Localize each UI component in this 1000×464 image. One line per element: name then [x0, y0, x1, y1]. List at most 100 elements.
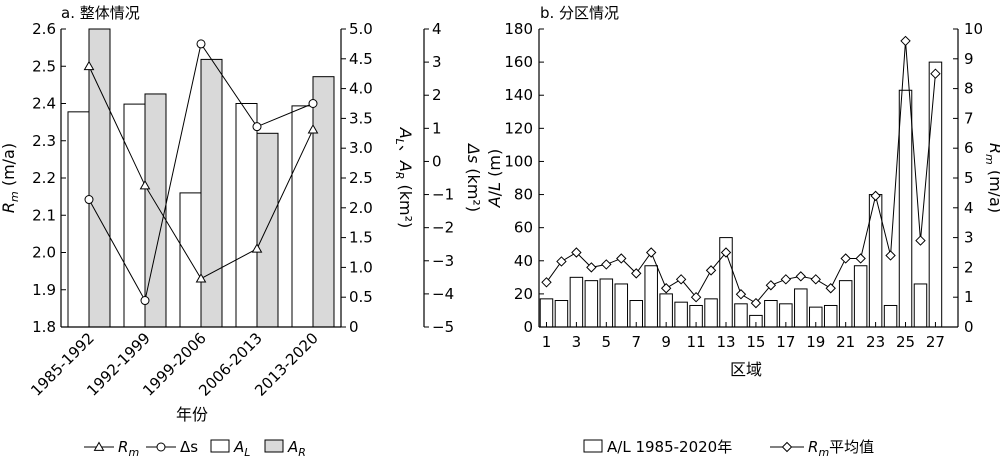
al-zone-bar	[764, 300, 778, 328]
zone-rm-tick-label: 10	[964, 20, 983, 38]
al-zone-bar	[554, 300, 569, 328]
zone-rm-point	[930, 68, 941, 79]
al-zone-bar	[599, 278, 614, 328]
rm-tick-label: 2.2	[32, 169, 56, 187]
al-zone-bar	[853, 265, 868, 328]
zone-legend: A/L 1985-2020年 Rm平均值	[583, 438, 874, 459]
overall-bars	[67, 28, 335, 328]
zone-rm-point	[840, 253, 851, 264]
area-tick-label: 3.0	[349, 139, 373, 157]
rm-tick-label: 1.9	[32, 281, 56, 299]
al-bar	[123, 103, 146, 328]
zone-rm-point	[616, 253, 627, 264]
legend-zone-rm-label: Rm平均值	[808, 438, 874, 459]
zone-tick-label: 11	[687, 333, 706, 351]
rm-point	[139, 179, 151, 190]
zone-rm-tick-label: 7	[964, 109, 974, 127]
ar-bar	[256, 132, 279, 328]
legend-ar-label: AR	[287, 438, 306, 459]
al-tick-label: 160	[504, 53, 533, 71]
rm-tick-label: 2.5	[32, 57, 56, 75]
ds-tick-label: −4	[432, 285, 454, 303]
zone-rm-point	[765, 280, 777, 291]
ds-tick-label: 4	[432, 20, 442, 38]
al-tick-label: 0	[523, 318, 533, 336]
zone-rm-point	[571, 247, 582, 258]
zone-rm-point	[900, 35, 911, 47]
al-zone-bar	[913, 283, 928, 328]
zone-bars	[539, 61, 943, 328]
ds-point	[196, 39, 206, 49]
zone-tick-label: 3	[572, 333, 582, 351]
zone-rm-point	[541, 277, 552, 288]
zone-rm-point	[855, 253, 866, 264]
area-tick-label: 3.5	[349, 109, 373, 127]
rm-tick-label: 2.0	[32, 244, 56, 262]
zone-rm-tick-label: 3	[964, 229, 974, 247]
area-tick-label: 5.0	[349, 20, 373, 38]
al-tick-label: 140	[504, 86, 533, 104]
zone-rm-point	[675, 274, 687, 285]
legend-al-box	[210, 439, 230, 453]
ds-tick-label: 0	[432, 152, 442, 170]
zone-rm-point	[795, 271, 807, 282]
overall-chart: a. 整体情况 1.8 1.9 2.0 2.1 2.2 2.3 2.4 2.5 2.6 0 0.5 1…	[0, 4, 483, 459]
ds-tick-label: −1	[432, 186, 454, 204]
al-tick-label: 40	[514, 252, 533, 270]
zone-rm-point	[690, 291, 702, 303]
zone-rm-point	[556, 256, 567, 267]
zone-tick-label: 27	[926, 333, 945, 351]
ds-point	[308, 99, 318, 108]
rm-point	[307, 124, 319, 134]
rm-tick-label: 1.8	[32, 318, 56, 336]
legend-ds-label: Δs	[180, 438, 198, 456]
al-tick-label: 80	[514, 186, 533, 204]
ds-tick-label: −2	[432, 219, 454, 237]
zone-tick-label: 13	[716, 333, 735, 351]
ar-bar	[312, 76, 335, 328]
area-tick-label: 1.5	[349, 229, 373, 247]
legend-ar-box	[264, 439, 284, 453]
rm-point	[195, 273, 207, 283]
zone-rm-point	[735, 289, 747, 300]
ds-tick-label: 1	[432, 119, 442, 137]
area-tick-label: 2.0	[349, 199, 373, 217]
al-zone-bar	[823, 304, 838, 328]
area-axis-label: AL、AR (km²)	[393, 127, 415, 229]
ds-point	[84, 195, 94, 205]
overall-chart-title: a. 整体情况	[61, 4, 140, 22]
ds-tick-label: 2	[432, 86, 442, 104]
al-tick-label: 20	[514, 285, 533, 303]
legend-ds-marker	[156, 442, 166, 452]
zone-tick-label: 5	[602, 333, 612, 351]
al-tick-label: 180	[504, 20, 533, 38]
al-zone-bar	[584, 280, 599, 328]
area-tick-label: 0	[349, 318, 359, 336]
zone-tick-label: 19	[806, 333, 825, 351]
rm-point	[251, 243, 263, 253]
zone-rm-tick-label: 9	[964, 50, 974, 68]
al-bar	[235, 103, 258, 328]
zone-tick-label: 23	[866, 333, 885, 351]
legend-zone-rm-marker	[781, 441, 793, 453]
al-tick-label: 100	[504, 152, 533, 170]
zone-rm-tick-label: 8	[964, 80, 974, 98]
area-tick-label: 4.0	[349, 80, 373, 98]
al-zone-bar	[674, 301, 688, 328]
zone-rm-point	[586, 262, 597, 273]
overall-legend: Rm Δs AL AR	[84, 438, 306, 459]
al-zone-bar	[928, 61, 943, 328]
zone-tick-label: 1	[542, 333, 552, 351]
zone-rm-tick-label: 2	[964, 258, 974, 276]
zone-rm-tick-label: 4	[964, 199, 974, 217]
zone-rm-tick-label: 0	[964, 318, 974, 336]
zone-rm-point	[870, 190, 881, 202]
area-tick-label: 2.5	[349, 169, 373, 187]
zone-tick-label: 15	[746, 333, 765, 351]
zone-rm-point	[810, 274, 821, 285]
zone-rm-point	[720, 247, 732, 258]
ds-tick-label: −5	[432, 318, 454, 336]
legend-al-zone-label: A/L 1985-2020年	[607, 438, 732, 456]
zone-rm-point	[601, 259, 612, 270]
zone-tick-label: 25	[896, 333, 915, 351]
